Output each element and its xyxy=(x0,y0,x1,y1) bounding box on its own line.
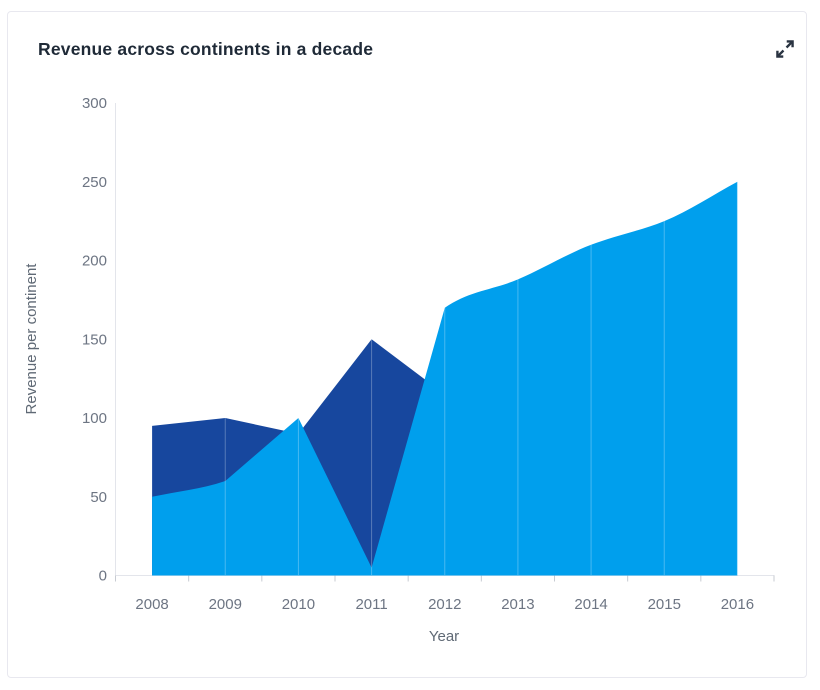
y-tick-label: 150 xyxy=(82,331,107,348)
y-tick-label: 200 xyxy=(82,253,107,270)
x-tick-label: 2008 xyxy=(135,596,168,613)
x-tick-label: 2016 xyxy=(721,596,754,613)
y-tick-label: 50 xyxy=(90,489,107,506)
y-tick-label: 100 xyxy=(82,410,107,427)
x-tick-label: 2012 xyxy=(428,596,461,613)
x-tick-label: 2009 xyxy=(209,596,242,613)
x-tick-label: 2011 xyxy=(355,596,387,613)
y-axis-title: Revenue per continent xyxy=(23,263,40,415)
expand-button[interactable] xyxy=(768,32,802,66)
chart-layers: 0 50 100 150 200 250 300 2008 2009 2010 2011 2012 20… xyxy=(82,95,775,613)
area-light-blue-area xyxy=(152,181,738,576)
x-tick-label: 2015 xyxy=(648,596,681,613)
y-tick-label: 0 xyxy=(99,568,107,585)
x-tick-label: 2010 xyxy=(282,596,315,613)
y-tick-label: 250 xyxy=(82,174,107,191)
chart-title: Revenue across continents in a decade xyxy=(38,39,374,59)
x-tick-label: 2014 xyxy=(574,596,607,613)
expand-diagonal-arrows-icon xyxy=(776,40,794,58)
x-tick-label: 2013 xyxy=(501,596,534,613)
y-tick-label: 300 xyxy=(82,95,107,112)
x-axis-title: Year xyxy=(429,628,459,645)
